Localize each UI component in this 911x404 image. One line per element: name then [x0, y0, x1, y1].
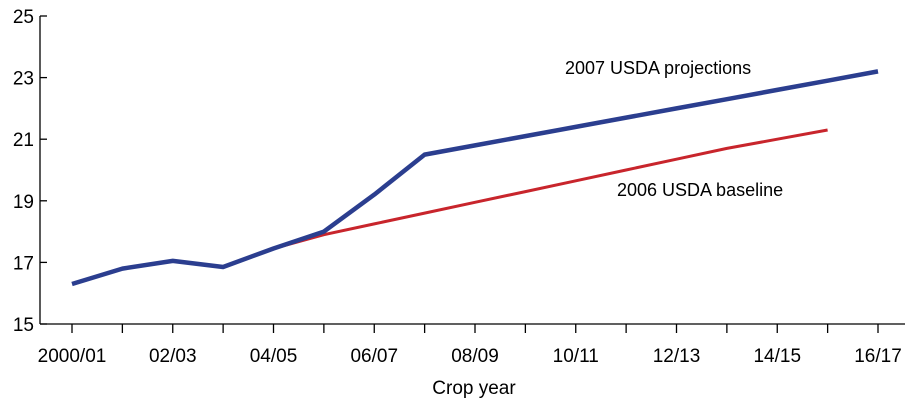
series-line-2006-baseline [273, 128, 828, 250]
axes: 15 17 19 21 23 25 2000/01 02/03 04/05 06/07 08/09 1… [13, 7, 905, 367]
y-tick-label: 23 [13, 69, 34, 90]
x-axis-title: Crop year [432, 378, 516, 399]
y-tick-label: 15 [13, 315, 34, 336]
y-tick-label: 17 [13, 253, 34, 274]
x-tick-label: 02/03 [149, 346, 197, 367]
x-tick-label: 08/09 [451, 346, 499, 367]
series-label-2007-projections: 2007 USDA projections [565, 58, 751, 78]
x-tick-label: 04/05 [250, 346, 298, 367]
y-tick-label: 21 [13, 130, 34, 151]
series-label-2006-baseline: 2006 USDA baseline [617, 180, 783, 200]
x-tick-label: 14/15 [753, 346, 801, 367]
series-layer [71, 69, 879, 287]
series-line-2007-projections [71, 69, 879, 287]
x-tick-label: 12/13 [653, 346, 701, 367]
x-tick-label: 16/17 [854, 346, 902, 367]
x-tick-label: 06/07 [350, 346, 398, 367]
x-tick-label: 2000/01 [38, 346, 107, 367]
x-tick-label: 10/11 [553, 346, 599, 367]
y-tick-label: 25 [13, 7, 34, 28]
y-tick-label: 19 [13, 192, 34, 213]
